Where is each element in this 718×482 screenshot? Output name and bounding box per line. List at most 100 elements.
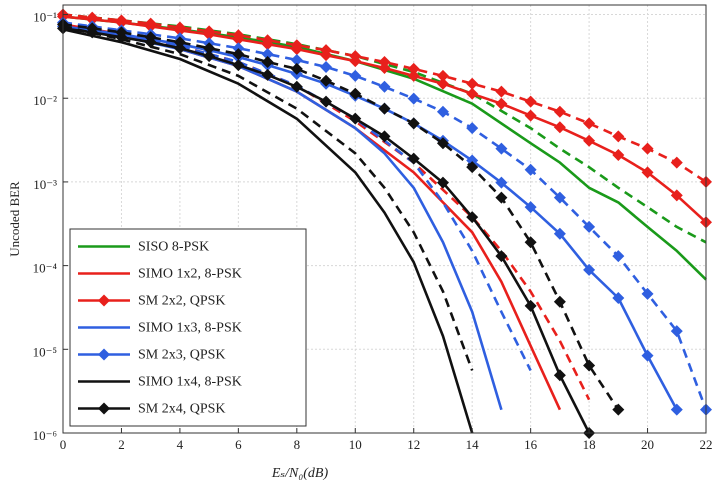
series-marker: [553, 227, 566, 240]
legend-marker: [98, 294, 110, 307]
legend-marker: [98, 348, 110, 361]
y-tick-label: 10⁻⁴: [33, 261, 58, 276]
series-marker: [407, 62, 420, 75]
plot-lines: [57, 8, 712, 439]
series-marker: [553, 295, 566, 308]
legend-label: SISO 8-PSK: [138, 240, 209, 255]
y-tick-label: 10⁻⁵: [33, 344, 57, 359]
series-marker: [553, 121, 566, 134]
series-marker: [436, 137, 449, 150]
legend-marker: [98, 402, 110, 415]
series-marker: [232, 59, 245, 72]
series-marker: [670, 325, 683, 338]
series-marker: [583, 220, 596, 233]
series-marker: [553, 369, 566, 382]
series-marker: [407, 69, 420, 82]
y-tick-label: 10⁻¹: [33, 10, 57, 25]
legend: SISO 8-PSK SIMO 1x2, 8-PSK SM 2x2, QPSK SIM…: [69, 228, 307, 427]
series-marker: [203, 25, 216, 38]
series-marker: [320, 74, 333, 87]
legend-label: SIMO 1x2, 8-PSK: [138, 267, 242, 282]
series-marker: [495, 176, 508, 189]
x-tick-label: 2: [118, 437, 125, 452]
series-marker: [612, 292, 625, 305]
plot-frame: [62, 4, 707, 434]
series-marker: [173, 21, 186, 34]
series-line: [62, 23, 532, 371]
series-marker: [641, 166, 654, 179]
series-marker: [466, 122, 479, 135]
series-marker: [524, 109, 537, 122]
x-tick-label: 6: [235, 437, 242, 452]
series-marker: [349, 69, 362, 82]
series-marker: [261, 34, 274, 47]
series-marker: [524, 201, 537, 214]
x-tick-label: 22: [700, 437, 713, 452]
x-tick-label: 8: [294, 437, 301, 452]
series-marker: [670, 403, 683, 416]
series-marker: [320, 44, 333, 57]
series-marker: [524, 163, 537, 176]
x-tick-label: 18: [583, 437, 596, 452]
series-marker: [583, 134, 596, 147]
series-marker: [495, 250, 508, 263]
series-marker: [232, 29, 245, 42]
x-tick-label: 16: [524, 437, 538, 452]
series-marker: [378, 130, 391, 143]
series-marker: [466, 77, 479, 90]
series-marker: [144, 31, 157, 44]
x-tick-label: 0: [60, 437, 67, 452]
series-marker: [583, 263, 596, 276]
series-marker: [378, 80, 391, 93]
series-marker: [203, 50, 216, 63]
series-marker: [524, 299, 537, 312]
series-marker: [349, 87, 362, 100]
series-marker: [524, 236, 537, 249]
x-tick-label: 10: [349, 437, 362, 452]
series-marker: [641, 142, 654, 155]
series-marker: [670, 189, 683, 202]
y-axis-label: Uncoded BER: [7, 181, 22, 257]
legend-label: SIMO 1x4, 8-PSK: [138, 375, 242, 390]
series-marker: [290, 54, 303, 67]
series-marker: [553, 105, 566, 118]
series-marker: [495, 97, 508, 110]
series-marker: [261, 48, 274, 61]
series-marker: [612, 250, 625, 263]
series-marker: [436, 176, 449, 189]
series-marker: [261, 68, 274, 81]
series-marker: [495, 142, 508, 155]
series-marker: [583, 117, 596, 130]
y-tick-label: 10⁻³: [33, 177, 57, 192]
series-marker: [203, 42, 216, 55]
legend-label: SM 2x2, QPSK: [138, 294, 226, 309]
x-tick-label: 12: [407, 437, 420, 452]
series-marker: [670, 156, 683, 169]
series-marker: [524, 95, 537, 108]
series-marker: [641, 349, 654, 362]
series-marker: [378, 102, 391, 115]
series-marker: [86, 11, 99, 24]
legend-label: SM 2x3, QPSK: [138, 348, 226, 363]
series-marker: [290, 62, 303, 75]
series-marker: [466, 161, 479, 174]
series-marker: [612, 148, 625, 161]
x-axis-label: Eₛ/N₀(dB): [271, 466, 329, 481]
ticks: 0 2 4 6 8 10 12 14 16 18 20 22 10⁻⁶ 10⁻⁵ 10⁻⁴ 10⁻³ 10⁻² 1…: [33, 10, 713, 452]
series-marker: [583, 359, 596, 372]
series-marker: [173, 36, 186, 49]
x-tick-label: 14: [466, 437, 480, 452]
series-marker: [115, 14, 128, 27]
series-marker: [349, 112, 362, 125]
series-marker: [436, 69, 449, 82]
series-marker: [495, 85, 508, 98]
series-marker: [290, 80, 303, 93]
x-tick-label: 20: [641, 437, 654, 452]
series-marker: [320, 61, 333, 74]
series-marker: [261, 55, 274, 68]
series-marker: [436, 77, 449, 90]
series-marker: [466, 211, 479, 224]
series-marker: [495, 191, 508, 204]
series-marker: [349, 50, 362, 63]
